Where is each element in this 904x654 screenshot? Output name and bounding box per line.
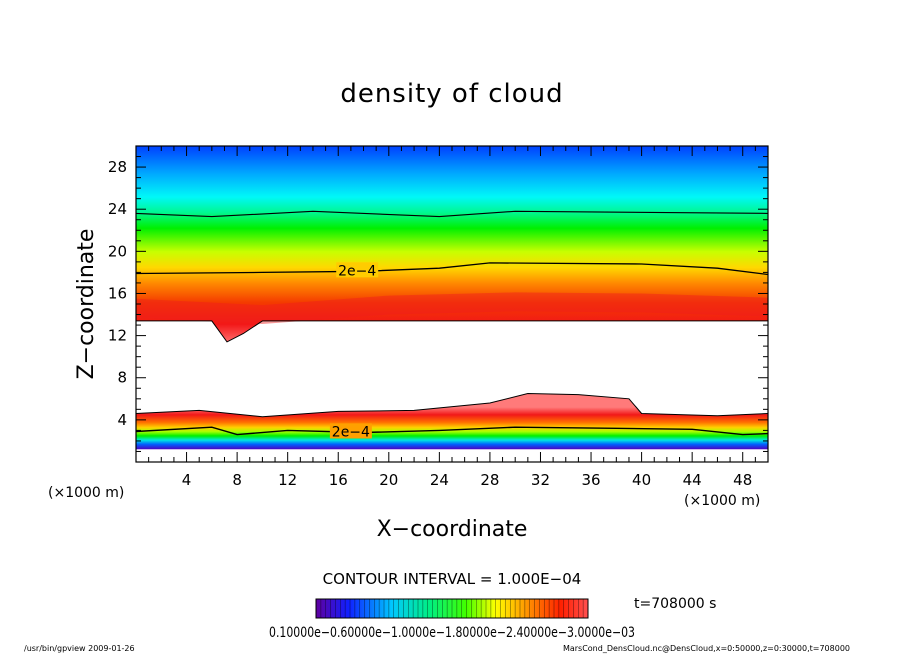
x-tick-label: 4 (182, 471, 192, 489)
contour-lower-edge (136, 392, 768, 418)
contour-label: 2e−4 (338, 263, 376, 279)
colorbar-frame (315, 598, 589, 619)
x-tick-label: 24 (430, 471, 449, 489)
lower-cloud-layer (136, 393, 768, 450)
x-tick-label: 12 (278, 471, 297, 489)
x-axis-ticks: 4 8 12 16 20 24 28 32 36 40 44 48 (148, 146, 756, 489)
footer-left: /usr/bin/gpview 2009-01-26 (24, 644, 135, 653)
contour-label: 2e−4 (332, 424, 370, 440)
contour-labels: 2e−4 2e−4 (329, 262, 379, 440)
y-tick-label: 12 (108, 327, 127, 345)
surface-strip (136, 449, 768, 462)
y-axis-ticks: 4 8 12 16 20 24 28 (108, 156, 768, 452)
chart-title: density of cloud (340, 79, 563, 109)
contour-upper-edge (136, 320, 768, 343)
x-unit-right: (×1000 m) (684, 493, 760, 509)
density-field (136, 146, 768, 462)
x-tick-label: 20 (379, 471, 398, 489)
colorbar-tick-labels: 0.10000e−0.60000e−1.0000e−1.80000e−2.400… (269, 625, 635, 641)
y-tick-label: 24 (108, 200, 127, 218)
colorbar: 0.10000e−0.60000e−1.0000e−1.80000e−2.400… (269, 596, 716, 641)
contour-label-backing (336, 262, 379, 278)
y-tick-label: 20 (108, 242, 127, 260)
time-label: t=708000 s (634, 596, 716, 612)
contour-interval: CONTOUR INTERVAL = 1.000E−04 (323, 570, 582, 588)
x-axis-label: X−coordinate (377, 517, 528, 542)
y-axis-label: Z−coordinate (74, 229, 99, 380)
colorbar-stripes (320, 599, 584, 618)
upper-cloud-layer (136, 146, 768, 342)
y-tick-label: 4 (117, 411, 127, 429)
x-tick-label: 40 (632, 471, 651, 489)
contour-label-backing (329, 423, 372, 439)
upper-core-band (136, 292, 768, 324)
contour-lines (136, 210, 768, 436)
footer-right: MarsCond_DensCloud.nc@DensCloud,x=0:5000… (563, 644, 850, 653)
y-tick-label: 28 (108, 158, 127, 176)
plot-area: 2e−4 2e−4 (135, 145, 769, 463)
contour-upper-2e-4 (136, 262, 768, 276)
contour-lower-2e-4 (136, 426, 768, 436)
x-tick-label: 32 (531, 471, 550, 489)
x-unit-left: (×1000 m) (48, 485, 124, 501)
x-tick-label: 44 (683, 471, 702, 489)
y-tick-label: 8 (117, 369, 127, 387)
x-tick-label: 16 (329, 471, 348, 489)
x-tick-label: 28 (480, 471, 499, 489)
x-tick-label: 8 (232, 471, 242, 489)
contour-upper-outer (136, 210, 768, 218)
x-tick-label: 48 (733, 471, 752, 489)
y-tick-label: 16 (108, 284, 127, 302)
x-tick-label: 36 (581, 471, 600, 489)
